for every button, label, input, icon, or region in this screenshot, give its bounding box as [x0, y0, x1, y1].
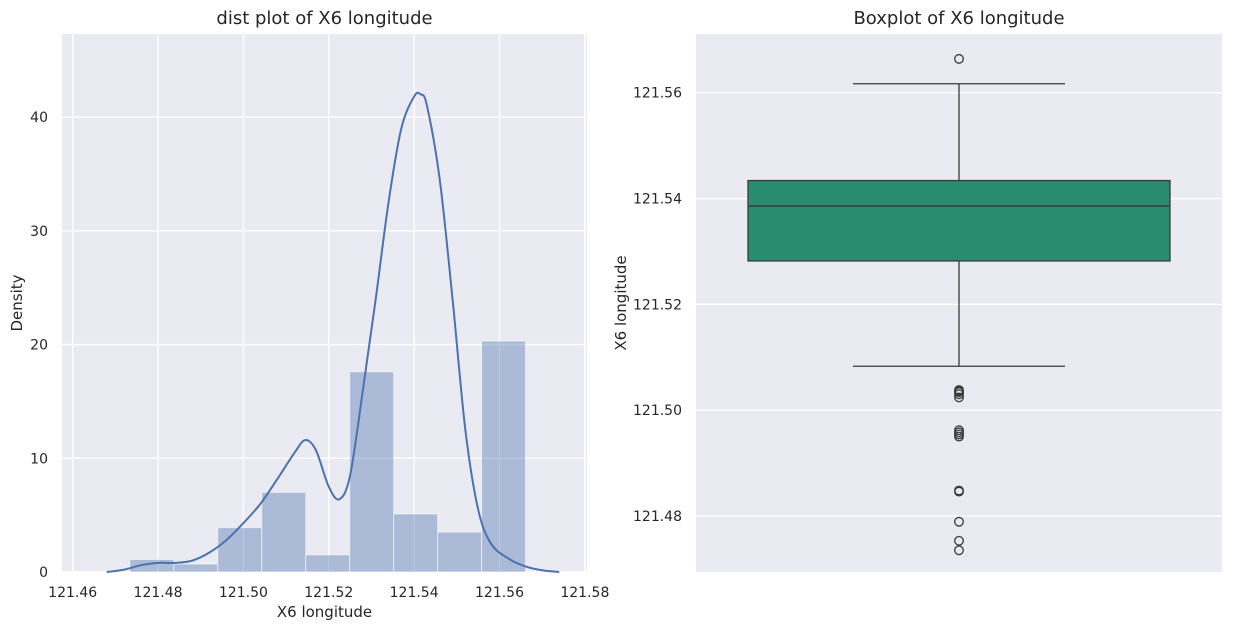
outlier-point	[954, 516, 964, 527]
histogram-bar	[393, 513, 439, 573]
x-tick-label: 121.46	[48, 585, 97, 601]
boxplot-y-label: X6 longitude	[612, 255, 630, 350]
y-tick-label: 40	[30, 110, 48, 126]
dist-plot-x-label: X6 longitude	[277, 603, 372, 621]
histogram-bar	[261, 491, 307, 573]
x-tick-label: 121.56	[475, 585, 524, 601]
kde-curve	[106, 91, 560, 573]
x-tick-label: 121.50	[219, 585, 268, 601]
outlier-point	[954, 53, 964, 64]
x-tick-label: 121.48	[134, 585, 183, 601]
outlier-point	[954, 535, 964, 546]
y-tick-label: 10	[30, 451, 48, 467]
y-tick-label: 30	[30, 224, 48, 240]
histogram-bar	[217, 527, 263, 573]
boxplot-panel: 121.48 121.50 121.52 121.54 121.56 Boxplot o…	[612, 8, 1222, 572]
outlier-point	[954, 431, 964, 442]
outlier-point	[954, 392, 964, 403]
histogram-bar	[481, 340, 527, 573]
boxplot-title: Boxplot of X6 longitude	[853, 8, 1064, 29]
histogram-bar	[305, 554, 351, 573]
y-tick-label: 121.50	[633, 403, 682, 419]
x-tick-label: 121.58	[560, 585, 609, 601]
boxplot	[747, 83, 1171, 367]
dist-plot-x-ticks: 121.46 121.48 121.50 121.52 121.54 121.56 121.…	[48, 585, 609, 601]
y-tick-label: 20	[30, 338, 48, 354]
x-tick-label: 121.54	[390, 585, 439, 601]
dist-plot-panel: 121.46 121.48 121.50 121.52 121.54 121.56 121.…	[8, 8, 609, 621]
y-tick-label: 121.56	[633, 86, 682, 102]
dist-plot-title: dist plot of X6 longitude	[216, 8, 432, 29]
dist-plot-y-label: Density	[8, 274, 26, 331]
histogram-bar	[437, 531, 483, 573]
dist-plot-y-ticks: 0 10 20 30 40	[30, 110, 48, 581]
interquartile-box	[747, 179, 1171, 262]
outlier-point	[954, 389, 964, 400]
histogram-bars	[129, 340, 527, 573]
outlier-point	[954, 545, 964, 556]
y-tick-label: 0	[39, 565, 48, 581]
outlier-point	[954, 486, 964, 497]
x-tick-label: 121.52	[304, 585, 353, 601]
y-tick-label: 121.48	[633, 509, 682, 525]
histogram-bar	[173, 563, 219, 573]
boxplot-y-ticks: 121.48 121.50 121.52 121.54 121.56	[633, 86, 682, 525]
boxplot-outliers	[954, 53, 964, 556]
y-tick-label: 121.52	[633, 297, 682, 313]
y-tick-label: 121.54	[633, 192, 682, 208]
histogram-bar	[349, 371, 395, 573]
